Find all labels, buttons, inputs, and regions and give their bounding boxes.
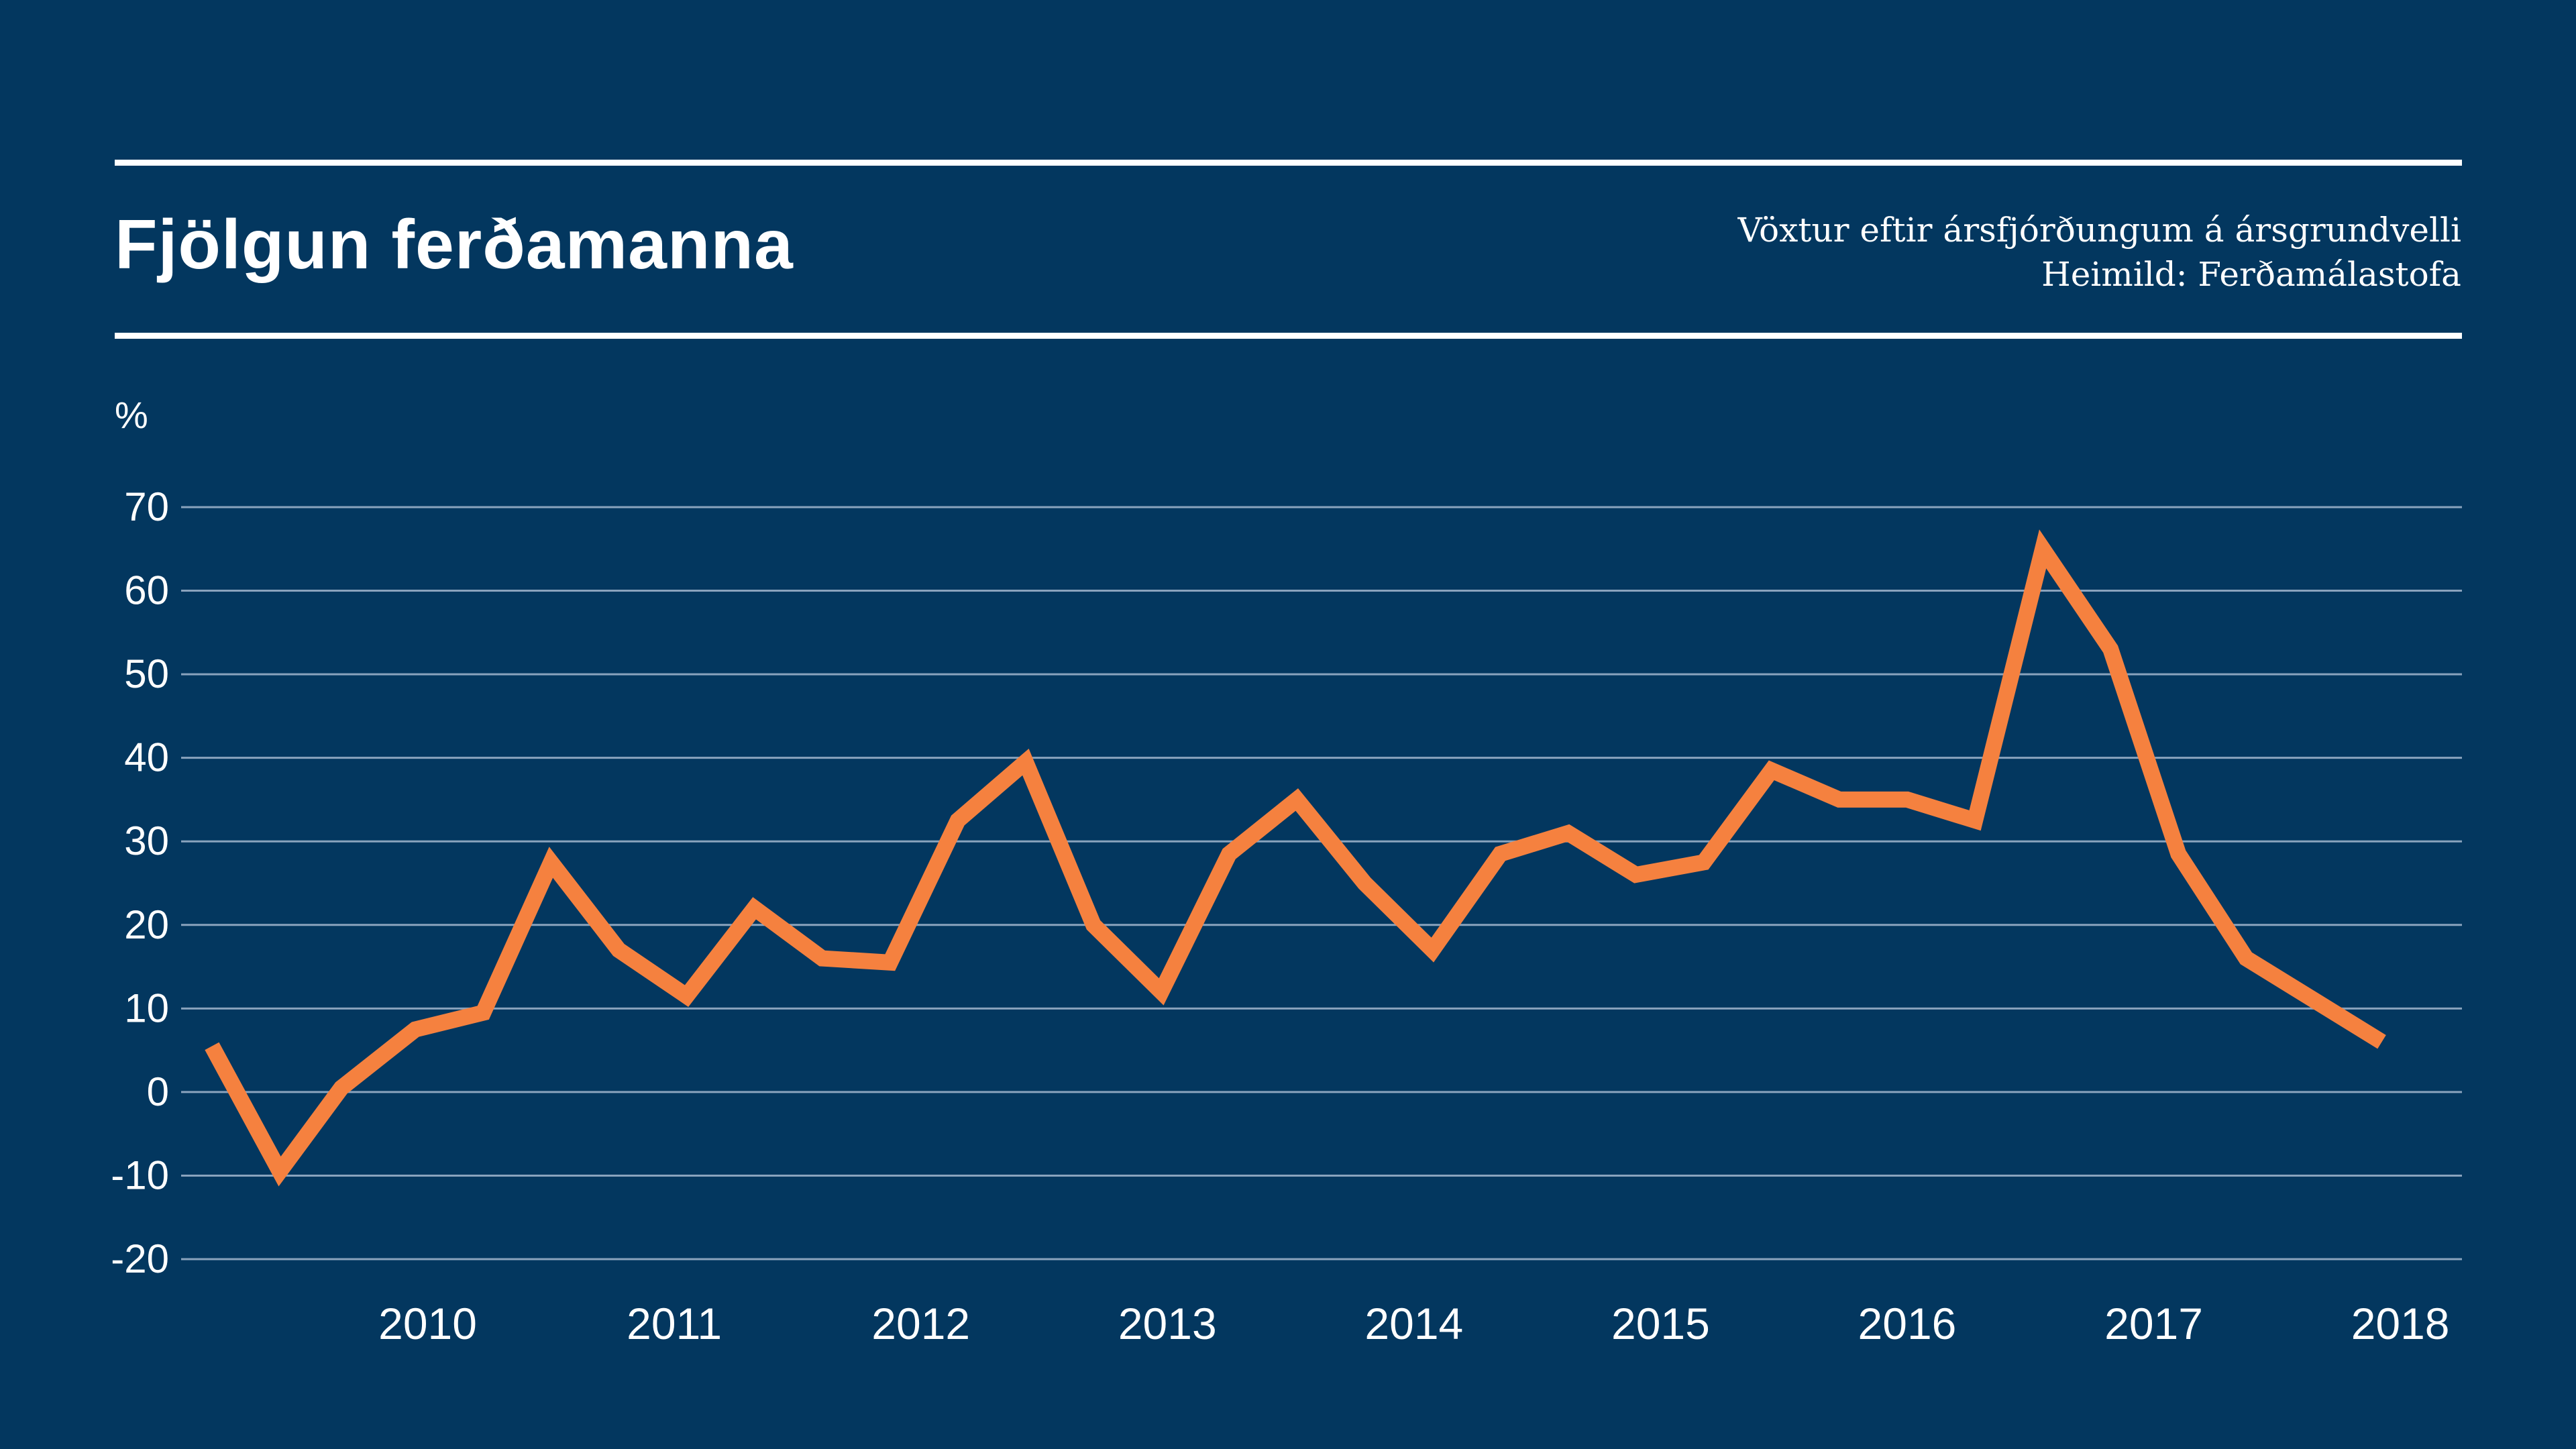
header-top-rule: [115, 160, 2462, 166]
x-tick-label: 2012: [871, 1299, 970, 1348]
y-tick-label: -20: [111, 1236, 169, 1281]
header-bottom-rule: [115, 333, 2462, 339]
series-line: [205, 529, 2386, 1187]
y-tick-label: 20: [124, 902, 169, 947]
x-tick-label: 2013: [1118, 1299, 1217, 1348]
x-tick-label: 2018: [2351, 1299, 2450, 1348]
x-tick-label: 2014: [1364, 1299, 1463, 1348]
y-tick-label: 50: [124, 651, 169, 696]
x-tick-label: 2017: [2104, 1299, 2203, 1348]
chart-title: Fjölgun ferðamanna: [115, 206, 794, 284]
y-axis-unit-label: %: [115, 394, 148, 436]
subtitle-line-1: Vöxtur eftir ársfjórðungum á ársgrundvel…: [1737, 211, 2462, 250]
y-tick-label: 40: [124, 735, 169, 780]
y-tick-label: 10: [124, 985, 169, 1030]
subtitle-line-2: Heimild: Ferðamálastofa: [2041, 255, 2461, 294]
x-tick-label: 2011: [627, 1299, 722, 1348]
x-tick-label: 2016: [1858, 1299, 1957, 1348]
x-tick-label: 2010: [378, 1299, 477, 1348]
x-tick-label: 2015: [1611, 1299, 1710, 1348]
y-tick-label: 0: [147, 1069, 169, 1114]
y-tick-label: 30: [124, 818, 169, 863]
y-tick-label: 70: [124, 484, 169, 529]
y-tick-label: -10: [111, 1152, 169, 1197]
chart-subtitle: Vöxtur eftir ársfjórðungum á ársgrundvel…: [1738, 208, 2462, 297]
y-tick-label: 60: [124, 568, 169, 613]
